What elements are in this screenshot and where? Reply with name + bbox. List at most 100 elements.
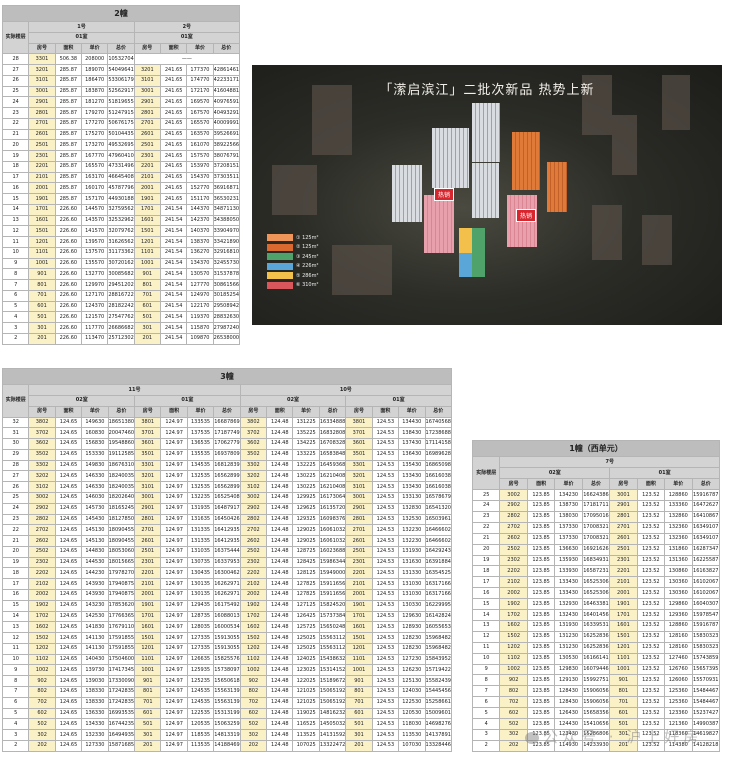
cell: 16459368 <box>318 459 347 472</box>
room-number-cell: 1202 <box>239 642 268 655</box>
cell: 37303511 <box>212 171 241 184</box>
cell: 124.97 <box>160 545 188 558</box>
cell: 130360 <box>664 576 693 589</box>
room-header: 02室 <box>28 394 136 407</box>
cell: 127335 <box>186 642 215 655</box>
cell: 167770 <box>80 150 109 162</box>
cell: 46645408 <box>107 171 135 184</box>
cell: 285.87 <box>54 117 82 130</box>
cell: 17062779 <box>213 438 241 450</box>
room-number-cell: 902 <box>28 675 56 688</box>
cell: 226.60 <box>54 225 82 238</box>
cell: 15445456 <box>424 686 452 698</box>
room-number-cell: 1101 <box>345 653 373 666</box>
room-number-cell: 802 <box>28 686 56 698</box>
legend-label: ⑥ 310m² <box>296 282 319 289</box>
cell: 124.65 <box>54 524 83 537</box>
cell: 124.65 <box>54 675 83 688</box>
cell: 285.87 <box>54 128 82 141</box>
table-row: 16 2001 285.87 160170 45787796 2001 241.65 1527… <box>1 182 241 195</box>
cell: 120530 <box>398 707 426 720</box>
cell: 124.65 <box>54 470 83 483</box>
floor-cell: 23 <box>471 510 501 523</box>
room-number-cell: 3801 <box>345 416 373 429</box>
cell: 124.48 <box>266 664 294 677</box>
cell: 124.48 <box>266 653 294 666</box>
cell: 18015665 <box>107 556 136 569</box>
room-number-cell: 2101 <box>28 171 56 184</box>
cell: 144230 <box>81 567 109 580</box>
table-row: 25 3001 285.87 183870 52562917 3001 241.65 1721… <box>1 85 241 98</box>
room-number-cell: 2502 <box>28 545 56 558</box>
room-number-cell: 1902 <box>28 599 56 612</box>
cell: 131225 <box>292 416 320 429</box>
cell: 123.85 <box>526 619 556 632</box>
cell: 40493291 <box>212 107 241 119</box>
room-number-cell: 2901 <box>609 499 638 512</box>
cell: 113530 <box>398 729 426 741</box>
cell: 132230 <box>398 524 426 537</box>
cell: 114380 <box>664 739 693 753</box>
cell: 127330 <box>81 739 109 753</box>
room-number-cell: 3302 <box>28 459 56 472</box>
cell: 40976591 <box>212 96 241 109</box>
cell: 124.65 <box>54 621 83 634</box>
cell: 146330 <box>81 470 109 483</box>
cell: 28816722 <box>107 289 135 302</box>
room-number-cell: 1602 <box>499 619 528 632</box>
cell: 132225 <box>292 459 320 472</box>
cell: 15563112 <box>318 632 347 644</box>
room-number-cell: 301 <box>345 729 373 741</box>
cell: 130330 <box>398 599 426 612</box>
cell: 123.85 <box>526 532 556 545</box>
cell: 15737384 <box>318 610 347 623</box>
cell: 16055653 <box>424 621 452 634</box>
cell: 123.52 <box>636 696 666 709</box>
floor-cell: 10 <box>471 652 501 665</box>
room-number-cell: 802 <box>499 685 528 698</box>
cell: 123.52 <box>636 707 666 720</box>
cell: 124.65 <box>54 578 83 591</box>
cell: 130135 <box>186 578 215 591</box>
cell: 32455730 <box>212 257 241 270</box>
table-row: 13 1601 226.60 143570 32532962 1601 241.54 1423… <box>1 214 241 227</box>
cell: 17679110 <box>107 621 136 634</box>
unit-row: 实际楼层 7号 <box>471 456 720 491</box>
building-1-west-price-table: 1幢（西单元） 实际楼层 7号 02室 01室 房号 面积 单价 总价 房号 面积 单价 总价 25 300… <box>471 439 720 753</box>
cell: 127170 <box>80 289 109 302</box>
cell: 241.65 <box>159 96 188 109</box>
cell: 20047460 <box>107 427 136 440</box>
cell: 135930 <box>554 554 583 567</box>
cell: 124.97 <box>160 707 188 720</box>
table-row: 5 601 226.60 124370 28182242 601 241.54 122170 2… <box>1 300 241 313</box>
room-number-cell: 701 <box>609 696 638 709</box>
cell: 31626562 <box>107 236 135 248</box>
cell: 123.52 <box>636 576 666 589</box>
legend-swatch <box>267 262 293 270</box>
room-number-cell: 1201 <box>134 642 162 655</box>
room-number-cell: 202 <box>28 739 56 753</box>
room-number-cell: 602 <box>28 707 56 720</box>
room-number-cell: 2002 <box>239 589 268 601</box>
cell: 13328446 <box>424 739 452 753</box>
table-row: 20 2502 124.65 144830 18053060 2501 124.97 1310… <box>1 545 452 558</box>
cell: 169570 <box>186 96 214 109</box>
cell: 124.97 <box>160 599 188 612</box>
table-row: 22 2701 285.87 177270 50676175 2701 241.65 1655… <box>1 117 241 130</box>
room-number-cell: 2601 <box>28 128 56 141</box>
cell: 38076791 <box>212 150 241 162</box>
floor-cell: 18 <box>1 160 30 173</box>
cell: 124.97 <box>160 513 188 526</box>
room-number-cell: 3602 <box>239 438 268 450</box>
table-row: 17 2101 285.87 163170 46645408 2101 241.65 1543… <box>1 171 241 184</box>
floor-cell: 17 <box>1 578 30 591</box>
cell: 285.87 <box>54 171 82 184</box>
cell: 16578679 <box>424 491 452 504</box>
cell: 129130 <box>554 674 583 687</box>
cell: 124.97 <box>160 729 188 741</box>
cell: 15438632 <box>318 653 347 666</box>
room-number-cell: 2701 <box>133 117 161 130</box>
room-number-cell: 302 <box>499 729 528 741</box>
cell: 16989628 <box>424 448 452 461</box>
room-number-cell: 1902 <box>499 598 528 611</box>
